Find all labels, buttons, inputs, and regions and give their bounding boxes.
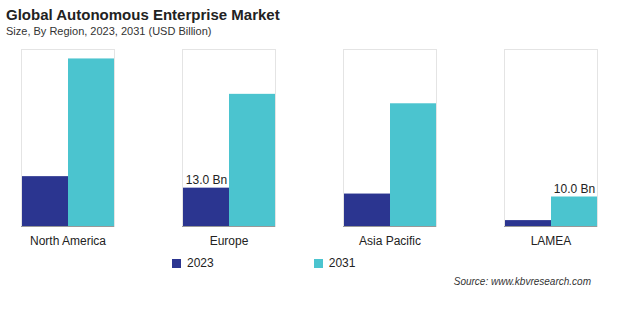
svg-text:Asia Pacific: Asia Pacific xyxy=(359,234,421,248)
svg-text:10.0 Bn: 10.0 Bn xyxy=(554,182,595,196)
html-text:2023: 2023 xyxy=(187,256,214,270)
html-text:Global Autonomous Enterprise M: Global Autonomous Enterprise Market xyxy=(6,6,280,23)
html-text:Size, By Region, 2023, 2031 (U: Size, By Region, 2023, 2031 (USD Billion… xyxy=(6,25,212,37)
svg-text:13.0 Bn: 13.0 Bn xyxy=(186,173,227,187)
svg-text:Europe: Europe xyxy=(210,234,249,248)
svg-text:North America: North America xyxy=(30,234,106,248)
html-text:2031: 2031 xyxy=(328,256,356,270)
svg-text:LAMEA: LAMEA xyxy=(531,234,572,248)
html-text:Source: www.kbvresearch.com: Source: www.kbvresearch.com xyxy=(453,276,591,287)
